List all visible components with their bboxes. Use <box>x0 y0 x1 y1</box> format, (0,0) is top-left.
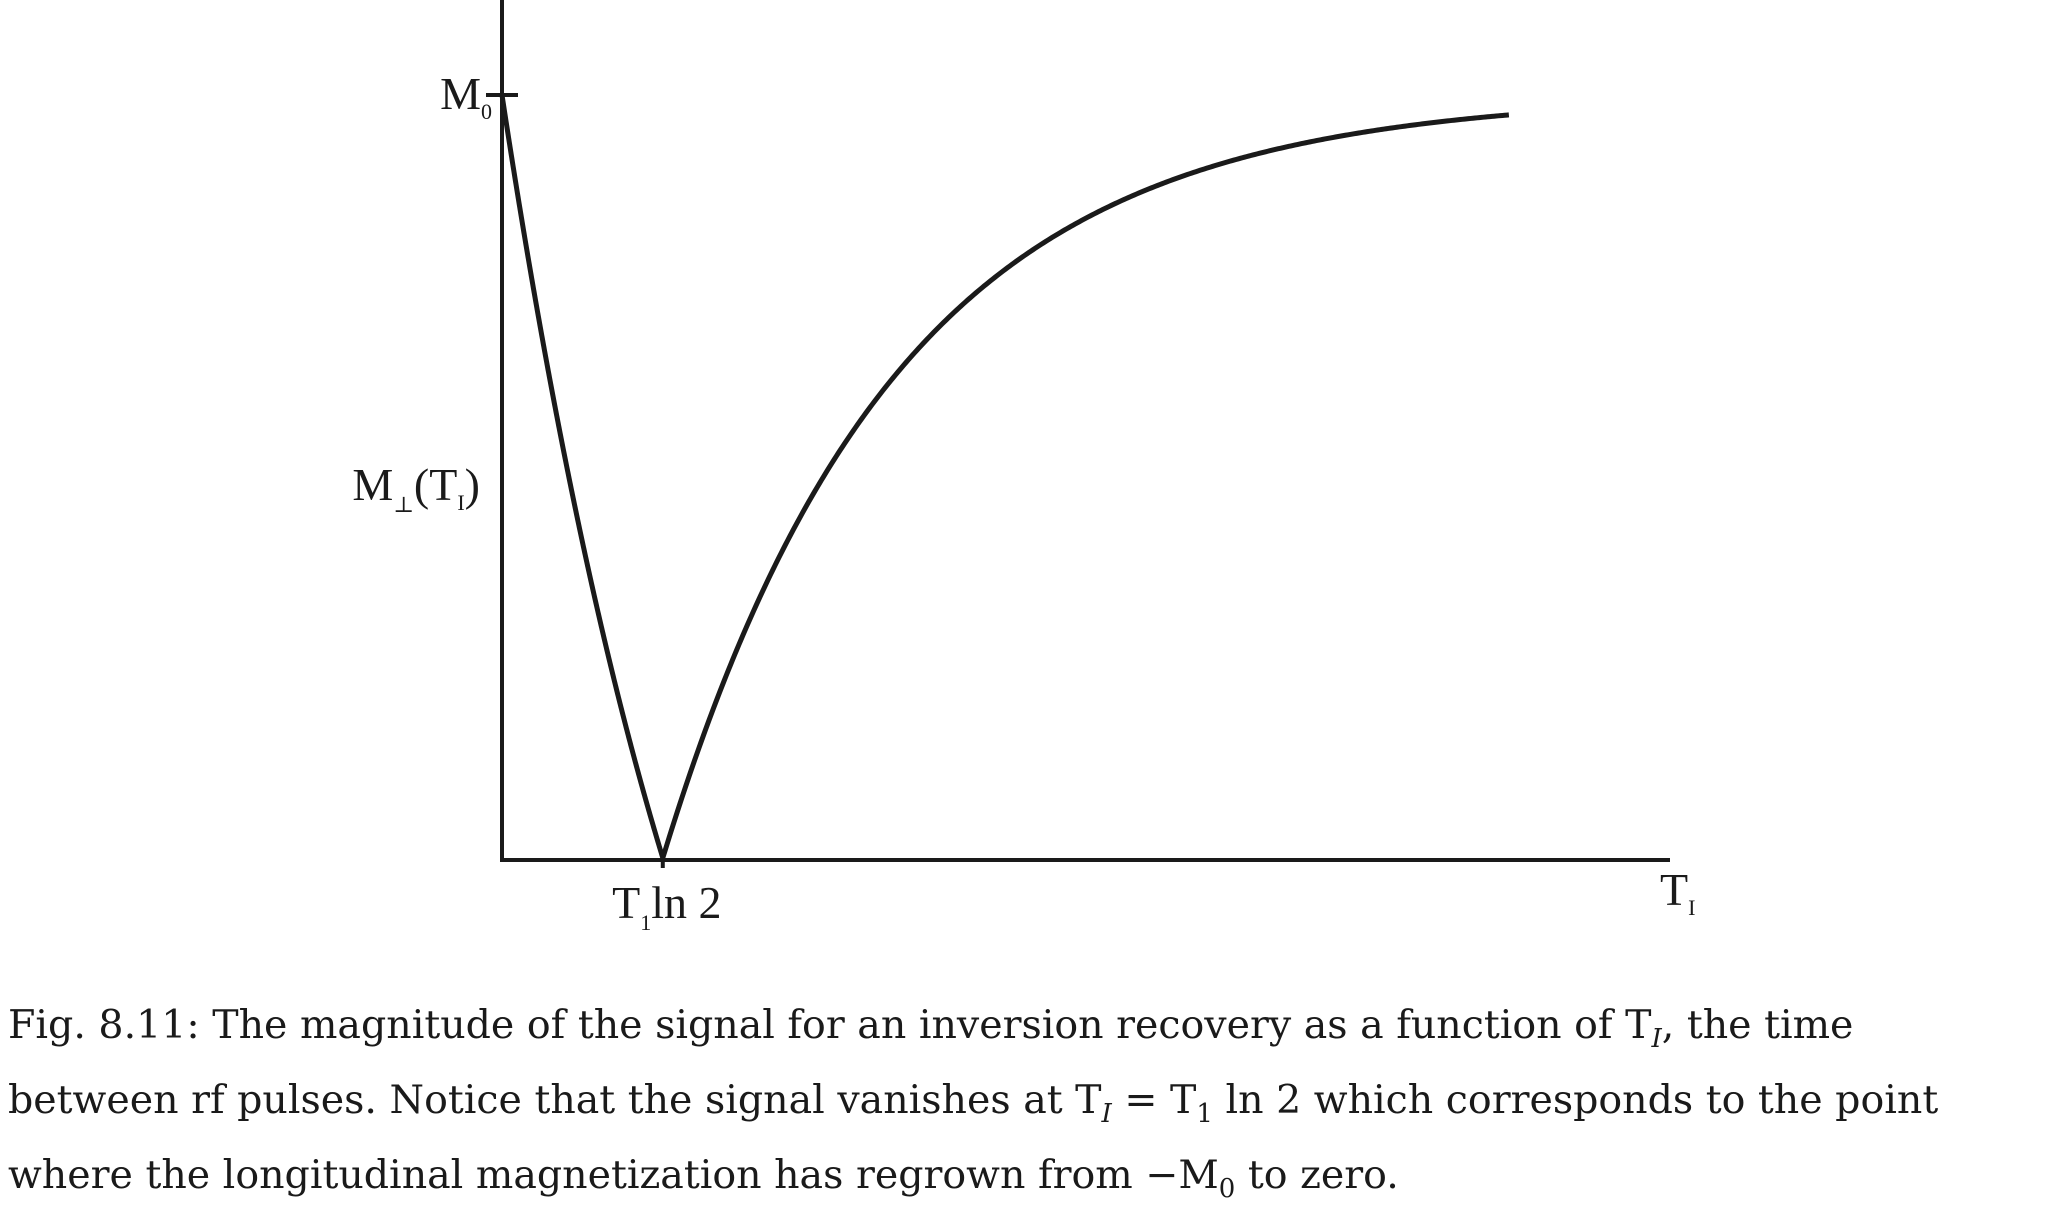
caption-line-1: Fig. 8.11: The magnitude of the signal f… <box>8 1002 1854 1054</box>
x-tick-label-t1ln2: T1ln 2 <box>612 877 721 935</box>
figure-caption: Fig. 8.11: The magnitude of the signal f… <box>8 995 2043 1220</box>
x-axis-label: TI <box>1660 864 1695 920</box>
caption-line-3: where the longitudinal magnetization has… <box>8 1151 1399 1204</box>
series-line-signal-magnitude <box>499 94 1510 867</box>
axes <box>486 0 1670 868</box>
y-tick-label-m0: M0 <box>440 68 492 124</box>
inversion-recovery-chart: M0 M⊥(TI) T1ln 2 TI <box>352 0 1695 935</box>
caption-line-2: between rf pulses. Notice that the signa… <box>8 1076 1939 1129</box>
y-axis-label: M⊥(TI) <box>352 459 480 517</box>
